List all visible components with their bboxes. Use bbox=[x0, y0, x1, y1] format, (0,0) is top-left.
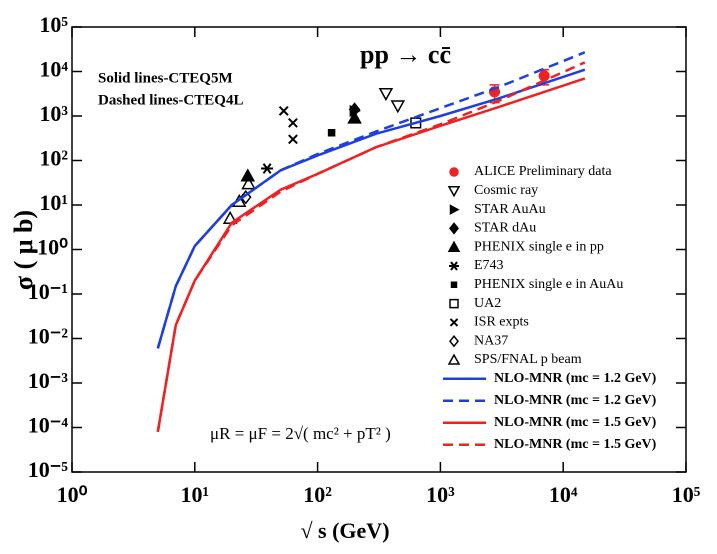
line bbox=[156, 61, 586, 433]
marker bbox=[449, 334, 459, 348]
marker bbox=[261, 163, 274, 174]
marker bbox=[449, 167, 459, 177]
y-tick-label: 10⁻¹ bbox=[28, 279, 68, 304]
marker bbox=[239, 189, 252, 205]
marker bbox=[449, 222, 459, 235]
marker bbox=[288, 117, 298, 128]
y-tick-label: 10⁴ bbox=[39, 57, 68, 82]
legend-label: Cosmic ray bbox=[474, 183, 538, 198]
marker bbox=[447, 186, 461, 198]
legend-label: PHENIX single e in AuAu bbox=[474, 277, 623, 292]
marker bbox=[241, 176, 256, 190]
x-tick-label: 10⁵ bbox=[672, 482, 701, 507]
y-tick-label: 10⁻⁴ bbox=[28, 413, 69, 438]
y-tick-label: 10² bbox=[39, 146, 68, 171]
x-tick-label: 10⁰ bbox=[57, 482, 88, 507]
marker bbox=[288, 134, 298, 145]
legend-label: ISR expts bbox=[474, 315, 529, 330]
x-axis-label: √ s (GeV) bbox=[300, 518, 389, 543]
annotation: Solid lines-CTEQ5M bbox=[98, 70, 233, 86]
marker bbox=[447, 240, 461, 252]
marker bbox=[347, 110, 362, 124]
legend-label: NLO-MNR (mc = 1.5 GeV) bbox=[494, 437, 657, 452]
marker bbox=[378, 87, 394, 102]
legend-label: STAR dAu bbox=[474, 221, 536, 236]
y-tick-label: 10⁰ bbox=[37, 235, 68, 260]
y-tick-label: 10⁻⁵ bbox=[28, 457, 69, 482]
legend-label: NA37 bbox=[474, 333, 508, 348]
y-tick-label: 10³ bbox=[39, 101, 68, 126]
y-tick-label: 10¹ bbox=[39, 190, 68, 215]
y-tick-label: 10⁵ bbox=[39, 12, 68, 37]
y-tick-label: 10⁻² bbox=[28, 324, 69, 349]
marker bbox=[390, 100, 406, 114]
marker bbox=[538, 70, 550, 82]
marker bbox=[240, 168, 256, 182]
legend-label: UA2 bbox=[474, 296, 501, 311]
legend-label: PHENIX single e in pp bbox=[474, 239, 604, 254]
y-axis-label: σ ( μ b) bbox=[9, 210, 38, 290]
marker bbox=[449, 318, 459, 327]
annotation: Dashed lines-CTEQ4L bbox=[98, 92, 243, 108]
legend-label: NLO-MNR (mc = 1.2 GeV) bbox=[494, 371, 657, 386]
legend-label: ALICE Preliminary data bbox=[474, 164, 612, 179]
legend-label: NLO-MNR (mc = 1.2 GeV) bbox=[494, 393, 657, 408]
legend-label: SPS/FNAL p beam bbox=[474, 352, 582, 367]
marker bbox=[447, 353, 461, 365]
legend-label: E743 bbox=[474, 258, 504, 273]
legend-label: STAR AuAu bbox=[474, 202, 546, 217]
marker bbox=[449, 204, 460, 215]
line bbox=[156, 51, 586, 349]
y-tick-label: 10⁻³ bbox=[28, 368, 69, 393]
x-tick-label: 10² bbox=[303, 482, 332, 507]
x-tick-label: 10³ bbox=[426, 482, 455, 507]
marker bbox=[327, 129, 336, 137]
annotation: μR = μF = 2√( mc² + pT² ) bbox=[210, 424, 391, 443]
x-tick-label: 10¹ bbox=[180, 482, 209, 507]
marker bbox=[449, 261, 459, 271]
marker bbox=[450, 281, 458, 289]
x-tick-label: 10⁴ bbox=[549, 482, 578, 507]
marker bbox=[278, 106, 289, 116]
chart-title: pp → cc̄ bbox=[360, 40, 451, 69]
legend-label: NLO-MNR (mc = 1.5 GeV) bbox=[494, 415, 657, 430]
marker bbox=[449, 298, 459, 309]
